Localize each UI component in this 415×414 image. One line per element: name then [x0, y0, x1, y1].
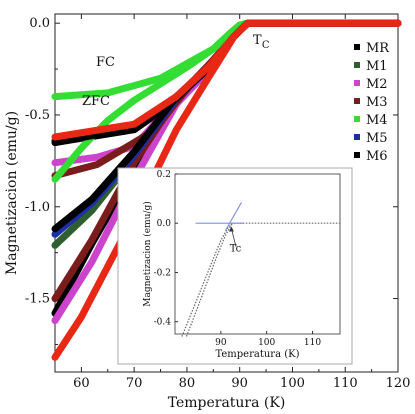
legend-label-m4: M4 [366, 113, 388, 128]
x-tick-label: 90 [231, 376, 248, 391]
legend-swatch-mr [354, 44, 360, 50]
main-plot-frame [54, 13, 399, 373]
inset-x-tick-label: 110 [304, 338, 321, 348]
legend-label-m2: M2 [366, 77, 388, 92]
legend-swatch-m6 [354, 152, 360, 158]
inset-y-tick-label: -0.4 [154, 318, 172, 328]
legend-swatch-m1 [354, 62, 360, 68]
inset-tc-arrowhead [228, 226, 234, 232]
legend-label-m1: M1 [366, 59, 388, 74]
fc-annotation: FC [96, 55, 115, 70]
y-tick-label: -0.5 [25, 108, 50, 123]
x-tick-label: 100 [280, 376, 305, 391]
x-axis-title: Temperatura (K) [168, 395, 286, 411]
legend-label-m6: M6 [366, 149, 388, 164]
tc-annotation: T [253, 33, 262, 48]
inset-x-axis-title: Temperatura (K) [215, 349, 299, 360]
legend-swatch-m3 [354, 98, 360, 104]
legend-swatch-m5 [354, 134, 360, 140]
inset-x-tick-label: 100 [258, 338, 275, 348]
x-tick-label: 60 [73, 376, 90, 391]
legend-swatch-m2 [354, 80, 360, 86]
legend-label-m3: M3 [366, 95, 388, 110]
x-tick-label: 120 [386, 376, 411, 391]
inset-y-tick-label: 0.2 [157, 170, 171, 180]
inset-tc-annotation: Tc [230, 244, 242, 255]
y-axis-title: Magnetizacion (emu/g) [4, 111, 20, 275]
inset-chart: 90 100 110 0.2 0.0 -0.2 -0.4 Temperatura (K) Mag… [117, 167, 353, 365]
zfc-annotation: ZFC [82, 94, 110, 109]
x-tick-label: 70 [126, 376, 143, 391]
main-chart: 60 70 80 90 100 110 120 0.0 -0.5 -1.0 -1.5 Temperat… [4, 13, 411, 411]
tc-annotation-subscript: C [262, 40, 270, 51]
inset-tc-arrow [230, 228, 237, 247]
y-tick-label: 0.0 [29, 16, 50, 31]
x-tick-label: 80 [179, 376, 196, 391]
legend-swatch-m4 [354, 116, 360, 122]
inset-y-axis-title: Magnetizacion (emu/g) [142, 201, 153, 307]
inset-panel [117, 167, 353, 365]
legend: MR M1 M2 M3 M4 M5 M6 [354, 41, 390, 164]
legend-label-mr: MR [366, 41, 390, 56]
y-tick-label: -1.5 [25, 292, 50, 307]
x-tick-label: 110 [333, 376, 358, 391]
inset-y-tick-label: -0.2 [154, 268, 171, 278]
inset-x-tick-label: 90 [215, 338, 227, 348]
series-unlabeled-fc-line [51, 19, 402, 141]
legend-label-m5: M5 [366, 131, 388, 146]
inset-y-tick-label: 0.0 [157, 219, 172, 229]
inset-series-data-line [185, 222, 233, 337]
inset-series-fit-line [224, 202, 242, 231]
inset-plot-frame [174, 173, 341, 335]
y-tick-label: -1.0 [25, 200, 50, 215]
main-series [51, 19, 402, 361]
